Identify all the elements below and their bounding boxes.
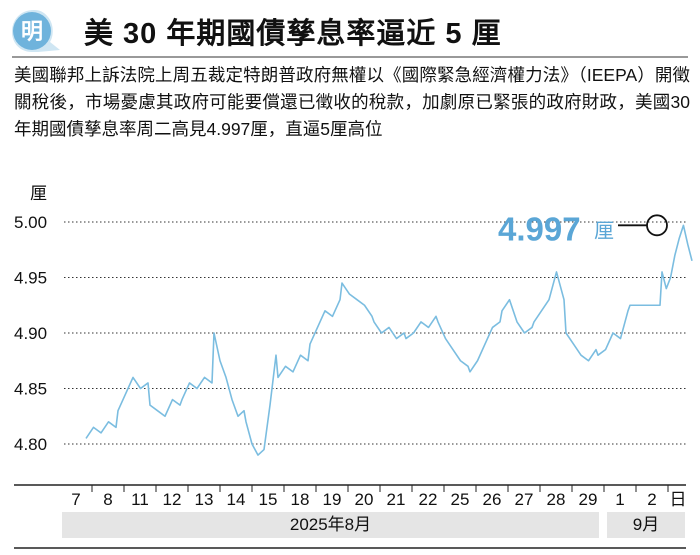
x-tick-label: 22 <box>419 490 438 509</box>
x-tick-label: 28 <box>547 490 566 509</box>
yield-line <box>85 224 693 456</box>
logo-text: 明 <box>21 20 43 45</box>
x-tick-label: 21 <box>387 490 406 509</box>
x-tick-label: 14 <box>227 490 246 509</box>
title-divider <box>12 56 688 58</box>
peak-value-label: 4.997 <box>498 210 581 247</box>
y-tick-label: 4.95 <box>14 269 47 288</box>
y-tick-label: 4.85 <box>14 380 47 399</box>
y-axis-unit: 厘 <box>30 184 47 203</box>
peak-value-unit: 厘 <box>594 220 614 242</box>
y-tick-label: 4.80 <box>14 435 47 454</box>
month-band-august: 2025年8月 <box>62 512 599 538</box>
x-tick-label: 2 <box>647 490 656 509</box>
x-tick-label: 12 <box>163 490 182 509</box>
x-tick-label: 29 <box>579 490 598 509</box>
x-tick-label: 19 <box>323 490 342 509</box>
x-tick-label: 8 <box>103 490 112 509</box>
x-tick-label: 26 <box>483 490 502 509</box>
x-tick-label: 27 <box>515 490 534 509</box>
x-tick-label: 7 <box>71 490 80 509</box>
x-tick-label: 13 <box>195 490 214 509</box>
article-text: 美國聯邦上訴法院上周五裁定特朗普政府無權以《國際緊急經濟權力法》（IEEPA）開… <box>14 65 690 139</box>
logo-bubble-icon: 明 <box>10 8 62 54</box>
x-tick-label: 1 <box>615 490 624 509</box>
y-tick-label: 5.00 <box>14 213 47 232</box>
x-tick-label: 25 <box>451 490 470 509</box>
page-title: 美 30 年期國債孳息率逼近 5 厘 <box>84 18 502 50</box>
x-tick-label: 15 <box>259 490 278 509</box>
y-tick-label: 4.90 <box>14 324 47 343</box>
month-band-september: 9月 <box>607 512 685 538</box>
x-axis-unit: 日 <box>670 490 687 509</box>
peak-marker <box>646 214 668 237</box>
x-tick-label: 11 <box>131 490 149 509</box>
x-tick-label: 18 <box>291 490 310 509</box>
x-tick-label: 20 <box>355 490 374 509</box>
